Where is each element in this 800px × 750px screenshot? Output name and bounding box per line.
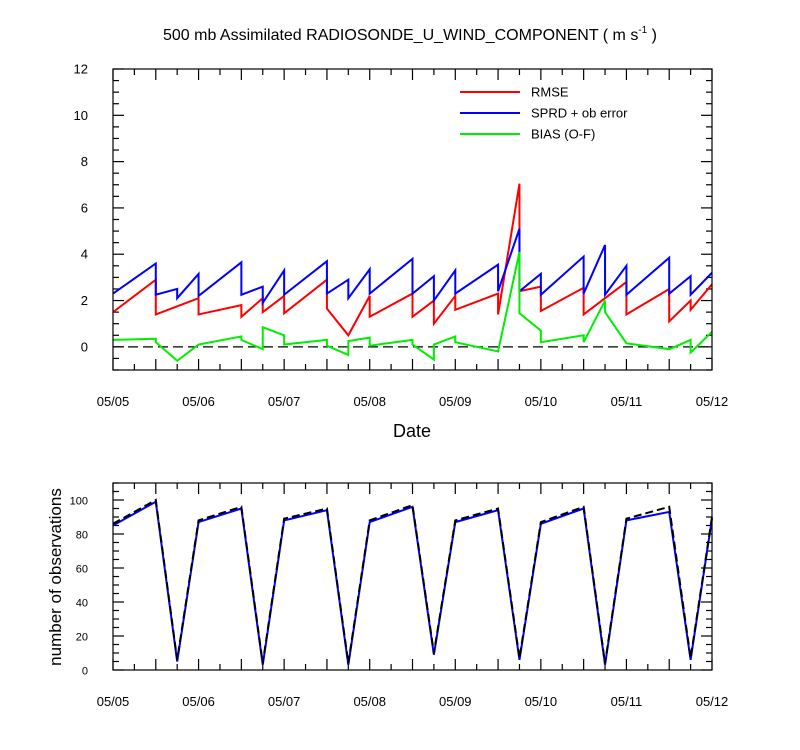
- bottom-xtick-label: 05/11: [611, 694, 643, 709]
- top-ytick-label: 2: [81, 293, 88, 308]
- bottom-ytick-label: 80: [76, 530, 88, 542]
- top-xtick-label: 05/06: [182, 394, 215, 409]
- top-ytick-label: 10: [74, 108, 88, 123]
- top-series: [112, 183, 713, 363]
- top-xtick-label: 05/09: [439, 394, 472, 409]
- top-xtick-label: 05/08: [353, 394, 386, 409]
- legend-label-1: RMSE: [531, 85, 569, 100]
- top-xtick-label: 05/10: [525, 394, 558, 409]
- top-ytick-label: 0: [81, 339, 88, 354]
- bottom-chart: 05/05 05/06 05/07 05/08 05/09 05/10 05/11 05/12…: [46, 482, 729, 709]
- bottom-ytick-label: 100: [70, 496, 88, 508]
- chart-title: 500 mb Assimilated RADIOSONDE_U_WIND_COM…: [163, 25, 657, 44]
- legend: RMSE SPRD + ob error BIAS (O-F): [460, 85, 628, 142]
- x-axis-label: Date: [393, 421, 431, 441]
- legend-label-2: SPRD + ob error: [531, 106, 628, 121]
- bottom-ytick-label: 20: [76, 632, 88, 644]
- top-series-3: [112, 251, 713, 363]
- top-xtick-label: 05/05: [97, 394, 130, 409]
- bottom-ytick-label: 60: [76, 564, 88, 576]
- bottom-xtick-label: 05/08: [353, 694, 386, 709]
- top-ytick-label: 12: [74, 62, 88, 77]
- top-xtick-label: 05/12: [696, 394, 729, 409]
- top-axes: 05/05 05/06 05/07 05/08 05/09 05/10 05/11 05/12…: [74, 62, 729, 410]
- title-superscript: -1: [638, 25, 647, 36]
- bottom-xtick-label: 05/05: [97, 694, 130, 709]
- top-xtick-label: 05/07: [268, 394, 301, 409]
- bottom-ytick-label: 0: [82, 666, 88, 678]
- bottom-ytick-label: 40: [76, 598, 88, 610]
- top-chart: 500 mb Assimilated RADIOSONDE_U_WIND_COM…: [74, 25, 729, 441]
- bottom-series: [112, 498, 713, 666]
- bottom-plot-frame: [112, 482, 713, 671]
- bottom-xtick-label: 05/07: [268, 694, 301, 709]
- y-axis-label: number of observations: [46, 488, 65, 666]
- bottom-xtick-label: 05/09: [439, 694, 472, 709]
- bottom-xtick-label: 05/12: [696, 694, 729, 709]
- top-ytick-label: 4: [81, 247, 88, 262]
- title-close: ): [647, 27, 657, 44]
- bottom-series-1: [112, 500, 713, 666]
- bottom-series-2: [112, 498, 713, 664]
- top-xtick-label: 05/11: [611, 394, 643, 409]
- bottom-xtick-label: 05/10: [525, 694, 558, 709]
- top-ytick-label: 6: [81, 200, 88, 215]
- top-ytick-label: 8: [81, 154, 88, 169]
- top-plot-frame: [112, 68, 713, 371]
- top-series-2: [112, 228, 713, 307]
- bottom-xtick-label: 05/06: [182, 694, 215, 709]
- legend-label-3: BIAS (O-F): [531, 127, 595, 142]
